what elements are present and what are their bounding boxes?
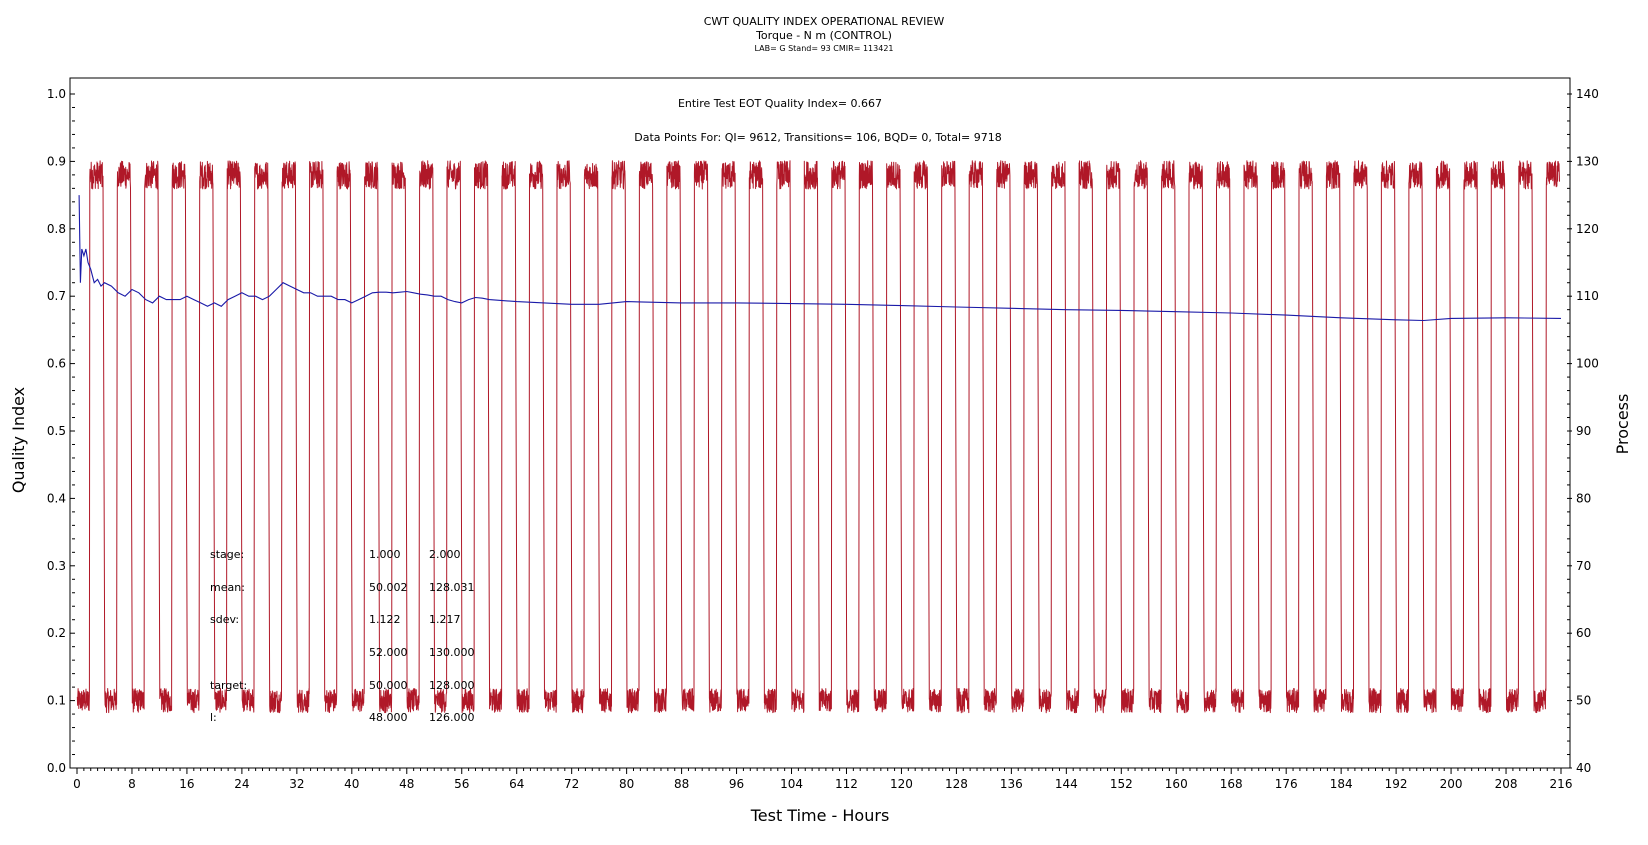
chart-subtitle2: LAB= G Stand= 93 CMIR= 113421 xyxy=(754,44,893,53)
x-tick-label-1: 8 xyxy=(128,777,136,791)
x-tick-label-5: 40 xyxy=(344,777,359,791)
axes-layer: 0 8 16 24 32 40 48 56 64 72 80 88 96 104 112 120 128 136 1… xyxy=(47,87,1599,791)
chart-titles: CWT QUALITY INDEX OPERATIONAL REVIEW Tor… xyxy=(704,15,945,53)
stats-label-5: l: xyxy=(210,711,217,724)
y2-tick-label-2: 60 xyxy=(1576,626,1591,640)
stats-v2-1: 128.031 xyxy=(429,581,475,594)
stats-v2-4: 128.000 xyxy=(429,679,475,692)
stats-table: stage: 1.000 2.000 mean: 50.002 128.031 sdev: 1… xyxy=(210,548,475,724)
x-tick-label-8: 64 xyxy=(509,777,524,791)
x-tick-label-0: 0 xyxy=(73,777,81,791)
stats-v1-3: 52.000 xyxy=(369,646,408,659)
x-tick-label-7: 56 xyxy=(454,777,469,791)
y-tick-label-9: 0.9 xyxy=(47,154,66,168)
x-tick-label-20: 160 xyxy=(1165,777,1188,791)
annotation-qi: Entire Test EOT Quality Index= 0.667 xyxy=(678,97,882,110)
x-tick-label-13: 104 xyxy=(780,777,803,791)
y-tick-label-3: 0.3 xyxy=(47,559,66,573)
y2-tick-label-8: 120 xyxy=(1576,222,1599,236)
x-tick-label-17: 136 xyxy=(1000,777,1023,791)
y2-tick-label-1: 50 xyxy=(1576,694,1591,708)
y2-tick-label-0: 40 xyxy=(1576,761,1591,775)
chart-title: CWT QUALITY INDEX OPERATIONAL REVIEW xyxy=(704,15,945,28)
annotation-points: Data Points For: QI= 9612, Transitions= … xyxy=(634,131,1002,144)
x-tick-label-16: 128 xyxy=(945,777,968,791)
y-tick-label-7: 0.7 xyxy=(47,289,66,303)
plot-frame xyxy=(69,77,1571,769)
stats-label-0: stage: xyxy=(210,548,244,561)
y2-tick-label-6: 100 xyxy=(1576,357,1599,371)
x-tick-label-21: 168 xyxy=(1220,777,1243,791)
x-tick-label-26: 208 xyxy=(1495,777,1518,791)
stats-label-1: mean: xyxy=(210,581,245,594)
stats-label-2: sdev: xyxy=(210,613,239,626)
x-axis-label: Test Time - Hours xyxy=(750,806,890,825)
stats-v2-3: 130.000 xyxy=(429,646,475,659)
y2-tick-label-3: 70 xyxy=(1576,559,1591,573)
x-tick-label-19: 152 xyxy=(1110,777,1133,791)
annotations: Entire Test EOT Quality Index= 0.667 Dat… xyxy=(634,97,1002,144)
y-tick-label-2: 0.2 xyxy=(47,626,66,640)
stats-v1-0: 1.000 xyxy=(369,548,401,561)
chart-subtitle: Torque - N m (CONTROL) xyxy=(755,29,892,42)
series-layer xyxy=(76,160,1562,714)
y2-tick-label-10: 140 xyxy=(1576,87,1599,101)
y-tick-label-10: 1.0 xyxy=(47,87,66,101)
process-series-line xyxy=(76,160,1560,714)
stats-v1-4: 50.000 xyxy=(369,679,408,692)
x-tick-label-27: 216 xyxy=(1550,777,1573,791)
x-tick-label-18: 144 xyxy=(1055,777,1078,791)
x-tick-label-14: 112 xyxy=(835,777,858,791)
x-tick-label-15: 120 xyxy=(890,777,913,791)
y2-axis-label: Process xyxy=(1613,394,1632,455)
y-tick-label-1: 0.1 xyxy=(47,694,66,708)
stats-v2-5: 126.000 xyxy=(429,711,475,724)
x-tick-label-4: 32 xyxy=(289,777,304,791)
quality-index-series-line xyxy=(78,195,1562,322)
x-tick-label-3: 24 xyxy=(234,777,249,791)
y-tick-label-8: 0.8 xyxy=(47,222,66,236)
stats-v1-2: 1.122 xyxy=(369,613,401,626)
y-tick-label-0: 0.0 xyxy=(47,761,66,775)
stats-v2-0: 2.000 xyxy=(429,548,461,561)
x-tick-label-23: 184 xyxy=(1330,777,1353,791)
stats-v1-5: 48.000 xyxy=(369,711,408,724)
x-tick-label-10: 80 xyxy=(619,777,634,791)
x-tick-label-11: 88 xyxy=(674,777,689,791)
x-tick-label-2: 16 xyxy=(179,777,194,791)
stats-v2-2: 1.217 xyxy=(429,613,461,626)
x-tick-label-24: 192 xyxy=(1385,777,1408,791)
x-tick-label-12: 96 xyxy=(729,777,744,791)
x-tick-label-25: 200 xyxy=(1440,777,1463,791)
y2-tick-label-5: 90 xyxy=(1576,424,1591,438)
y2-tick-label-7: 110 xyxy=(1576,289,1599,303)
x-tick-label-22: 176 xyxy=(1275,777,1298,791)
y2-tick-label-4: 80 xyxy=(1576,491,1591,505)
x-tick-label-9: 72 xyxy=(564,777,579,791)
x-tick-label-6: 48 xyxy=(399,777,414,791)
stats-v1-1: 50.002 xyxy=(369,581,408,594)
y-tick-label-6: 0.6 xyxy=(47,357,66,371)
stats-label-4: target: xyxy=(210,679,247,692)
y2-tick-label-9: 130 xyxy=(1576,154,1599,168)
y-tick-label-4: 0.4 xyxy=(47,491,66,505)
y-axis-label: Quality Index xyxy=(9,387,28,493)
y-tick-label-5: 0.5 xyxy=(47,424,66,438)
